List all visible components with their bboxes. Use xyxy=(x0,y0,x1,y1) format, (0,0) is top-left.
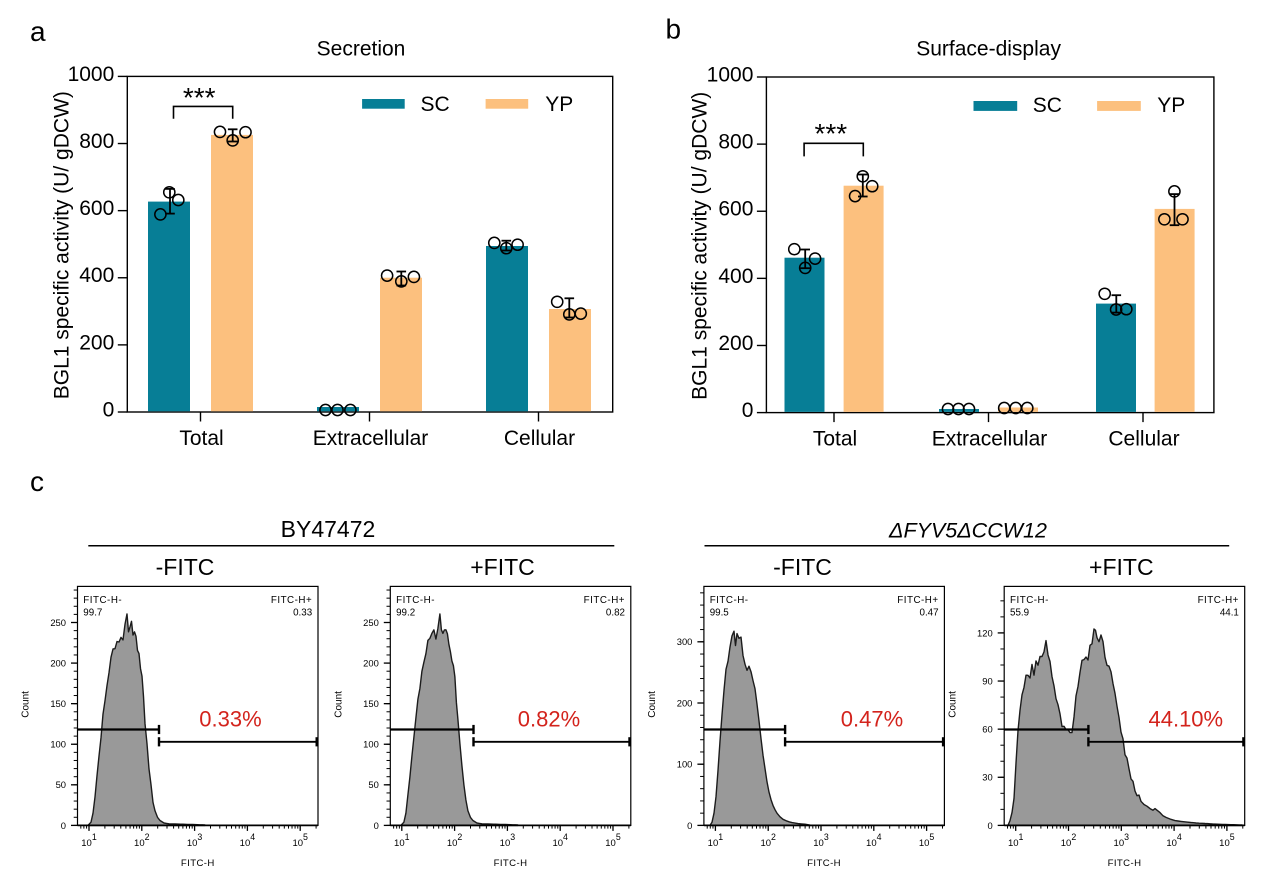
svg-text:BY47472: BY47472 xyxy=(281,516,376,542)
svg-text:0: 0 xyxy=(742,399,754,422)
svg-text:50: 50 xyxy=(368,779,378,790)
svg-text:99.7: 99.7 xyxy=(83,608,102,619)
svg-text:0.47%: 0.47% xyxy=(841,707,903,732)
svg-text:FITC-H-: FITC-H- xyxy=(1010,595,1049,606)
svg-text:400: 400 xyxy=(79,264,114,287)
svg-text:90: 90 xyxy=(982,675,992,686)
svg-text:FITC-H+: FITC-H+ xyxy=(584,595,625,606)
svg-text:+FITC: +FITC xyxy=(470,554,535,580)
svg-text:100: 100 xyxy=(50,739,66,750)
svg-text:200: 200 xyxy=(677,697,693,708)
svg-text:FITC-H-: FITC-H- xyxy=(396,595,435,606)
svg-text:+FITC: +FITC xyxy=(1089,554,1154,580)
svg-text:Count: Count xyxy=(334,691,345,718)
svg-text:FITC-H: FITC-H xyxy=(807,858,841,869)
svg-text:Extracellular: Extracellular xyxy=(932,428,1048,451)
svg-text:0.82: 0.82 xyxy=(606,608,625,619)
svg-text:***: *** xyxy=(183,82,216,113)
svg-text:44.1: 44.1 xyxy=(1220,608,1239,619)
svg-text:-FITC: -FITC xyxy=(773,554,832,580)
svg-text:Cellular: Cellular xyxy=(504,427,575,450)
svg-text:FITC-H+: FITC-H+ xyxy=(897,595,938,606)
svg-text:800: 800 xyxy=(718,131,753,154)
svg-text:Total: Total xyxy=(179,427,223,450)
svg-text:SC: SC xyxy=(421,93,450,116)
svg-text:0.82%: 0.82% xyxy=(518,707,580,732)
svg-text:30: 30 xyxy=(982,772,992,783)
svg-text:BGL1 specific activity (U/ gDC: BGL1 specific activity (U/ gDCW) xyxy=(689,92,712,400)
svg-text:Count: Count xyxy=(21,691,32,718)
svg-text:200: 200 xyxy=(79,331,114,354)
svg-text:YP: YP xyxy=(1157,94,1185,117)
svg-text:0: 0 xyxy=(687,820,692,831)
svg-text:ΔFYV5ΔCCW12: ΔFYV5ΔCCW12 xyxy=(888,519,1047,543)
svg-text:FITC-H-: FITC-H- xyxy=(83,595,122,606)
svg-text:120: 120 xyxy=(977,627,993,638)
svg-text:600: 600 xyxy=(718,198,753,221)
svg-text:55.9: 55.9 xyxy=(1010,608,1029,619)
svg-text:60: 60 xyxy=(982,724,992,735)
svg-text:50: 50 xyxy=(56,779,66,790)
svg-text:250: 250 xyxy=(50,617,66,628)
svg-text:YP: YP xyxy=(545,93,573,116)
svg-text:FITC-H+: FITC-H+ xyxy=(1198,595,1239,606)
svg-text:FITC-H: FITC-H xyxy=(494,858,528,869)
svg-text:99.5: 99.5 xyxy=(710,608,730,619)
svg-text:FITC-H: FITC-H xyxy=(1108,858,1142,869)
svg-text:100: 100 xyxy=(677,759,693,770)
svg-text:-FITC: -FITC xyxy=(156,554,215,580)
svg-text:200: 200 xyxy=(50,658,66,669)
svg-text:0: 0 xyxy=(987,820,992,831)
svg-text:FITC-H+: FITC-H+ xyxy=(271,595,312,606)
svg-text:Secretion: Secretion xyxy=(317,38,406,61)
svg-text:Cellular: Cellular xyxy=(1108,428,1179,451)
svg-text:800: 800 xyxy=(79,130,114,153)
svg-text:a: a xyxy=(30,16,46,47)
svg-text:b: b xyxy=(666,14,682,45)
svg-text:***: *** xyxy=(814,118,847,149)
svg-text:600: 600 xyxy=(79,197,114,220)
svg-text:200: 200 xyxy=(363,658,379,669)
svg-text:0.33: 0.33 xyxy=(293,608,313,619)
svg-text:250: 250 xyxy=(363,617,379,628)
svg-text:100: 100 xyxy=(363,739,379,750)
svg-text:200: 200 xyxy=(718,332,753,355)
svg-text:0: 0 xyxy=(374,820,379,831)
svg-text:44.10%: 44.10% xyxy=(1148,707,1223,732)
svg-text:SC: SC xyxy=(1033,94,1062,117)
svg-text:150: 150 xyxy=(50,698,66,709)
svg-text:0.33%: 0.33% xyxy=(199,707,261,732)
svg-text:FITC-H: FITC-H xyxy=(181,858,215,869)
svg-text:1000: 1000 xyxy=(68,63,115,86)
svg-text:Total: Total xyxy=(813,428,857,451)
svg-text:0: 0 xyxy=(103,398,115,421)
svg-text:FITC-H-: FITC-H- xyxy=(710,595,749,606)
svg-text:0.47: 0.47 xyxy=(920,608,939,619)
svg-text:c: c xyxy=(30,466,44,497)
svg-text:400: 400 xyxy=(718,265,753,288)
svg-text:Extracellular: Extracellular xyxy=(313,427,429,450)
svg-text:1000: 1000 xyxy=(707,63,754,86)
svg-text:99.2: 99.2 xyxy=(396,608,415,619)
svg-text:300: 300 xyxy=(677,636,693,647)
svg-text:Count: Count xyxy=(647,691,658,718)
svg-text:BGL1 specific activity (U/ gDC: BGL1 specific activity (U/ gDCW) xyxy=(50,91,73,399)
svg-text:Surface-display: Surface-display xyxy=(916,38,1061,61)
svg-text:150: 150 xyxy=(363,698,379,709)
svg-text:Count: Count xyxy=(947,691,958,718)
svg-text:0: 0 xyxy=(61,820,66,831)
